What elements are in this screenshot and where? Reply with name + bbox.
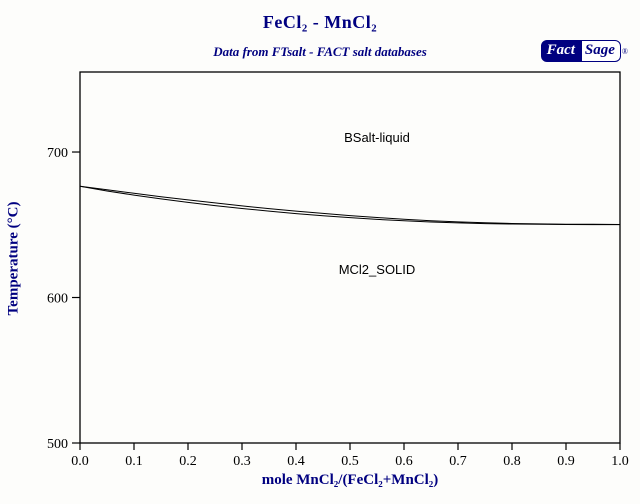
x-tick-label: 0.1 xyxy=(125,454,143,469)
x-axis-title: mole MnCl₂/(FeCl₂+MnCl₂) xyxy=(261,472,439,488)
chart-title: FeCl₂ - MnCl₂ xyxy=(262,12,378,32)
annotation-mcl2-solid: MCl2_SOLID xyxy=(339,262,416,277)
plot-frame xyxy=(79,71,621,444)
x-tick-label: 0.3 xyxy=(233,454,251,469)
factsage-logo-fact: Fact xyxy=(540,40,581,62)
y-tick-label: 600 xyxy=(47,292,68,307)
x-tick-label: 0.5 xyxy=(341,454,359,469)
factsage-logo: Fact Sage ® xyxy=(540,40,628,62)
x-tick-label: 0.6 xyxy=(395,454,413,469)
chart-subtitle: Data from FTsalt - FACT salt databases xyxy=(213,44,427,59)
registered-trademark-icon: ® xyxy=(621,46,628,56)
series-liquidus xyxy=(79,185,621,225)
x-tick-label: 0.7 xyxy=(449,454,467,469)
x-tick-label: 0.4 xyxy=(287,454,305,469)
y-tick-label: 700 xyxy=(47,146,68,161)
x-tick-label: 0.2 xyxy=(179,454,197,469)
x-tick-label: 1.0 xyxy=(611,454,629,469)
x-tick-label: 0.9 xyxy=(557,454,575,469)
factsage-logo-sage: Sage xyxy=(580,40,621,62)
x-tick-label: 0.8 xyxy=(503,454,521,469)
annotation-bsalt-liquid: BSalt-liquid xyxy=(344,130,410,145)
series-solidus xyxy=(79,185,620,226)
x-tick-label: 0.0 xyxy=(71,454,89,469)
y-tick-label: 500 xyxy=(47,437,68,452)
